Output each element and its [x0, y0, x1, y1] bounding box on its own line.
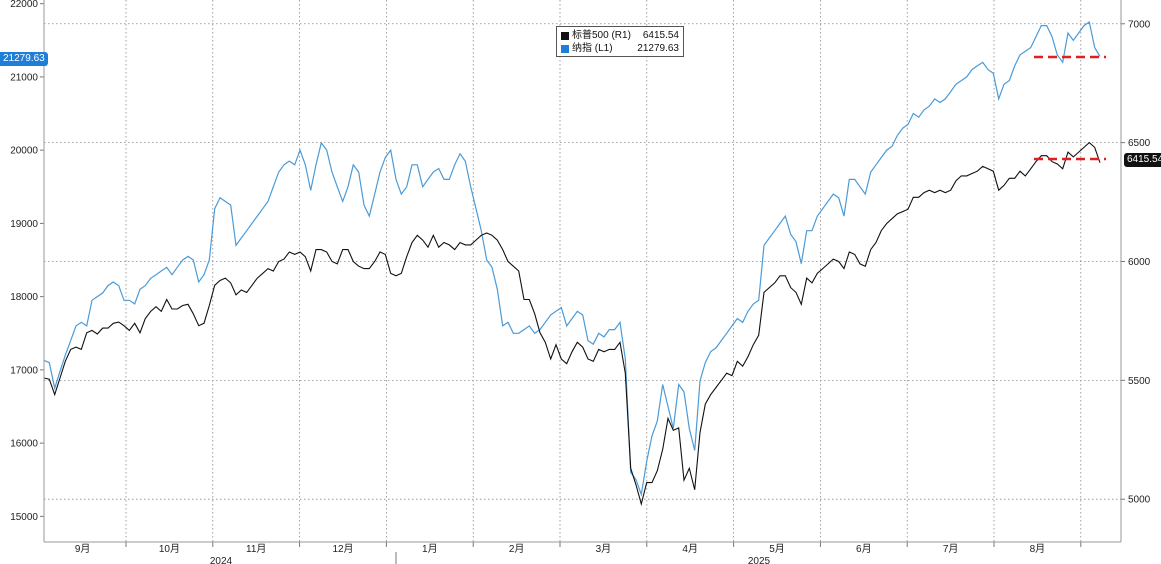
- x-tick-label: 1月: [422, 543, 438, 555]
- reference-lines: [1034, 55, 1106, 161]
- year-label-2024: 2024: [210, 556, 233, 564]
- right-tick-label: 6000: [1128, 257, 1151, 268]
- plot-area: [44, 0, 1121, 542]
- legend-value-sp500: 6415.54: [642, 30, 679, 41]
- nasdaq-last-value-tag: 21279.63: [0, 52, 48, 66]
- legend-item-nasdaq: 纳指 (L1) 21279.63: [561, 42, 679, 55]
- year-label-2025: 2025: [748, 556, 771, 564]
- x-tick-label: 3月: [596, 543, 612, 555]
- legend-label-sp500: 标普500 (R1): [572, 30, 631, 41]
- legend-value-nasdaq: 21279.63: [637, 43, 679, 54]
- x-tick-label: 7月: [943, 543, 959, 555]
- left-tick-label: 22000: [10, 0, 38, 10]
- gridlines: [44, 0, 1121, 542]
- left-tick-label: 19000: [10, 219, 38, 230]
- right-tick-label: 7000: [1128, 19, 1151, 30]
- legend: 标普500 (R1) 6415.54 纳指 (L1) 21279.63: [556, 26, 684, 57]
- right-tick-label: 5000: [1128, 495, 1151, 506]
- right-tick-label: 5500: [1128, 376, 1151, 387]
- x-tick-label: 4月: [682, 543, 698, 555]
- left-tick-label: 20000: [10, 146, 38, 157]
- x-tick-label: 12月: [332, 543, 353, 555]
- left-tick-label: 18000: [10, 292, 38, 303]
- right-axis: 5000 5500 6000 6500 7000: [1121, 19, 1151, 506]
- left-tick-label: 16000: [10, 439, 38, 450]
- x-tick-label: 11月: [246, 543, 266, 555]
- x-tick-label: 6月: [856, 543, 872, 555]
- x-tick-label: 10月: [159, 543, 180, 555]
- x-tick-label: 9月: [75, 543, 91, 555]
- x-tick-label: 8月: [1030, 543, 1046, 555]
- series-line-nasdaq: [43, 21, 1101, 497]
- legend-swatch-nasdaq: [561, 44, 569, 53]
- left-tick-label: 21000: [10, 72, 38, 83]
- right-tick-label: 6500: [1128, 138, 1151, 149]
- x-axis: 9月 10月 11月 12月 1月 2月 3月 4月 5月 6月 7月 8月 2024 2025: [75, 542, 1082, 564]
- sp500-last-value-tag: 6415.54: [1124, 153, 1161, 167]
- left-tick-label: 15000: [10, 512, 38, 523]
- x-tick-label: 5月: [769, 543, 785, 555]
- left-tick-label: 17000: [10, 365, 38, 376]
- series-line-sp500: [43, 141, 1101, 507]
- left-axis: 15000 16000 17000 18000 19000 20000 21000 22000: [10, 0, 44, 523]
- series-layer: [43, 21, 1101, 507]
- x-tick-label: 2月: [509, 543, 525, 555]
- legend-swatch-sp500: [561, 31, 569, 40]
- legend-item-sp500: 标普500 (R1) 6415.54: [561, 29, 679, 42]
- legend-label-nasdaq: 纳指 (L1): [572, 43, 613, 54]
